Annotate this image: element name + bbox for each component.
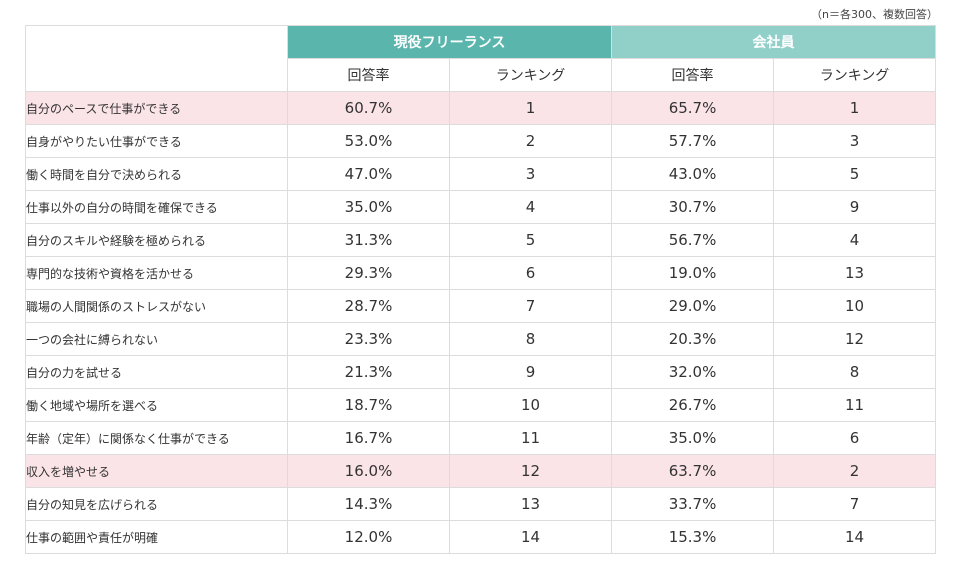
freelance-rate-cell: 31.3%	[287, 223, 450, 257]
employee-rate-cell: 30.7%	[611, 190, 775, 224]
freelance-rank-cell: 13	[448, 487, 613, 521]
table-row: 働く地域や場所を選べる 18.7% 10 26.7% 11	[25, 388, 937, 422]
table-row: 自分のペースで仕事ができる 60.7% 1 65.7% 1	[25, 91, 937, 125]
freelance-rank-cell: 11	[448, 421, 613, 455]
table-row: 自分のスキルや経験を極められる 31.3% 5 56.7% 4	[25, 223, 937, 257]
subheader-freelance-rate: 回答率	[287, 58, 450, 92]
row-label: 自分のスキルや経験を極められる	[25, 223, 288, 257]
group-header-freelance: 現役フリーランス	[286, 25, 613, 59]
freelance-rate-cell: 47.0%	[287, 157, 450, 191]
employee-rank-cell: 4	[773, 223, 937, 257]
employee-rate-cell: 32.0%	[611, 355, 775, 389]
table-row: 専門的な技術や資格を活かせる 29.3% 6 19.0% 13	[25, 256, 937, 290]
freelance-rank-cell: 1	[448, 91, 613, 125]
table-row: 仕事以外の自分の時間を確保できる 35.0% 4 30.7% 9	[25, 190, 937, 224]
freelance-rank-cell: 14	[448, 520, 613, 554]
employee-rate-cell: 20.3%	[611, 322, 775, 356]
employee-rank-cell: 3	[773, 124, 937, 158]
freelance-rank-cell: 7	[448, 289, 613, 323]
employee-rank-cell: 6	[773, 421, 937, 455]
freelance-rate-cell: 16.7%	[287, 421, 450, 455]
freelance-rate-cell: 60.7%	[287, 91, 450, 125]
table-row: 自身がやりたい仕事ができる 53.0% 2 57.7% 3	[25, 124, 937, 158]
subheader-employee-rank: ランキング	[773, 58, 937, 92]
table-body: 自分のペースで仕事ができる 60.7% 1 65.7% 1 自身がやりたい仕事ができる 53…	[25, 91, 937, 554]
employee-rank-cell: 1	[773, 91, 937, 125]
employee-rate-cell: 63.7%	[611, 454, 775, 488]
table-row: 自分の力を試せる 21.3% 9 32.0% 8	[25, 355, 937, 389]
table-row: 年齢（定年）に関係なく仕事ができる 16.7% 11 35.0% 6	[25, 421, 937, 455]
freelance-rate-cell: 18.7%	[287, 388, 450, 422]
employee-rank-cell: 10	[773, 289, 937, 323]
employee-rank-cell: 13	[773, 256, 937, 290]
survey-table: 現役フリーランス 会社員 回答率 ランキング 回答率 ランキング 自分のペースで…	[25, 25, 937, 554]
row-label: 仕事の範囲や責任が明確	[25, 520, 288, 554]
row-label: 年齢（定年）に関係なく仕事ができる	[25, 421, 288, 455]
employee-rate-cell: 29.0%	[611, 289, 775, 323]
row-label: 仕事以外の自分の時間を確保できる	[25, 190, 288, 224]
table-row: 職場の人間関係のストレスがない 28.7% 7 29.0% 10	[25, 289, 937, 323]
subheader-freelance-rank: ランキング	[448, 58, 613, 92]
employee-rate-cell: 19.0%	[611, 256, 775, 290]
freelance-rank-cell: 3	[448, 157, 613, 191]
freelance-rate-cell: 12.0%	[287, 520, 450, 554]
employee-rate-cell: 15.3%	[611, 520, 775, 554]
freelance-rank-cell: 5	[448, 223, 613, 257]
header-corner	[25, 25, 288, 92]
employee-rate-cell: 65.7%	[611, 91, 775, 125]
freelance-rank-cell: 10	[448, 388, 613, 422]
table-row: 働く時間を自分で決められる 47.0% 3 43.0% 5	[25, 157, 937, 191]
freelance-rank-cell: 4	[448, 190, 613, 224]
row-label: 働く時間を自分で決められる	[25, 157, 288, 191]
row-label: 働く地域や場所を選べる	[25, 388, 288, 422]
freelance-rank-cell: 6	[448, 256, 613, 290]
row-label: 自身がやりたい仕事ができる	[25, 124, 288, 158]
employee-rate-cell: 26.7%	[611, 388, 775, 422]
freelance-rate-cell: 28.7%	[287, 289, 450, 323]
freelance-rate-cell: 29.3%	[287, 256, 450, 290]
freelance-rate-cell: 23.3%	[287, 322, 450, 356]
employee-rate-cell: 35.0%	[611, 421, 775, 455]
row-label: 自分の知見を広げられる	[25, 487, 288, 521]
subheader-employee-rate: 回答率	[611, 58, 775, 92]
freelance-rate-cell: 16.0%	[287, 454, 450, 488]
table-row: 自分の知見を広げられる 14.3% 13 33.7% 7	[25, 487, 937, 521]
employee-rank-cell: 11	[773, 388, 937, 422]
row-label: 収入を増やせる	[25, 454, 288, 488]
employee-rank-cell: 9	[773, 190, 937, 224]
freelance-rank-cell: 9	[448, 355, 613, 389]
row-label: 一つの会社に縛られない	[25, 322, 288, 356]
employee-rate-cell: 56.7%	[611, 223, 775, 257]
row-label: 自分のペースで仕事ができる	[25, 91, 288, 125]
table-row: 一つの会社に縛られない 23.3% 8 20.3% 12	[25, 322, 937, 356]
employee-rank-cell: 12	[773, 322, 937, 356]
freelance-rate-cell: 14.3%	[287, 487, 450, 521]
employee-rate-cell: 43.0%	[611, 157, 775, 191]
employee-rank-cell: 8	[773, 355, 937, 389]
row-label: 自分の力を試せる	[25, 355, 288, 389]
table-row: 収入を増やせる 16.0% 12 63.7% 2	[25, 454, 937, 488]
freelance-rank-cell: 12	[448, 454, 613, 488]
freelance-rank-cell: 2	[448, 124, 613, 158]
group-header-employee: 会社員	[611, 25, 937, 59]
employee-rank-cell: 7	[773, 487, 937, 521]
freelance-rate-cell: 53.0%	[287, 124, 450, 158]
table-row: 仕事の範囲や責任が明確 12.0% 14 15.3% 14	[25, 520, 937, 554]
freelance-rate-cell: 35.0%	[287, 190, 450, 224]
sample-note: （n＝各300、複数回答）	[811, 8, 938, 21]
employee-rank-cell: 14	[773, 520, 937, 554]
row-label: 職場の人間関係のストレスがない	[25, 289, 288, 323]
employee-rate-cell: 57.7%	[611, 124, 775, 158]
employee-rate-cell: 33.7%	[611, 487, 775, 521]
freelance-rank-cell: 8	[448, 322, 613, 356]
employee-rank-cell: 2	[773, 454, 937, 488]
freelance-rate-cell: 21.3%	[287, 355, 450, 389]
row-label: 専門的な技術や資格を活かせる	[25, 256, 288, 290]
employee-rank-cell: 5	[773, 157, 937, 191]
